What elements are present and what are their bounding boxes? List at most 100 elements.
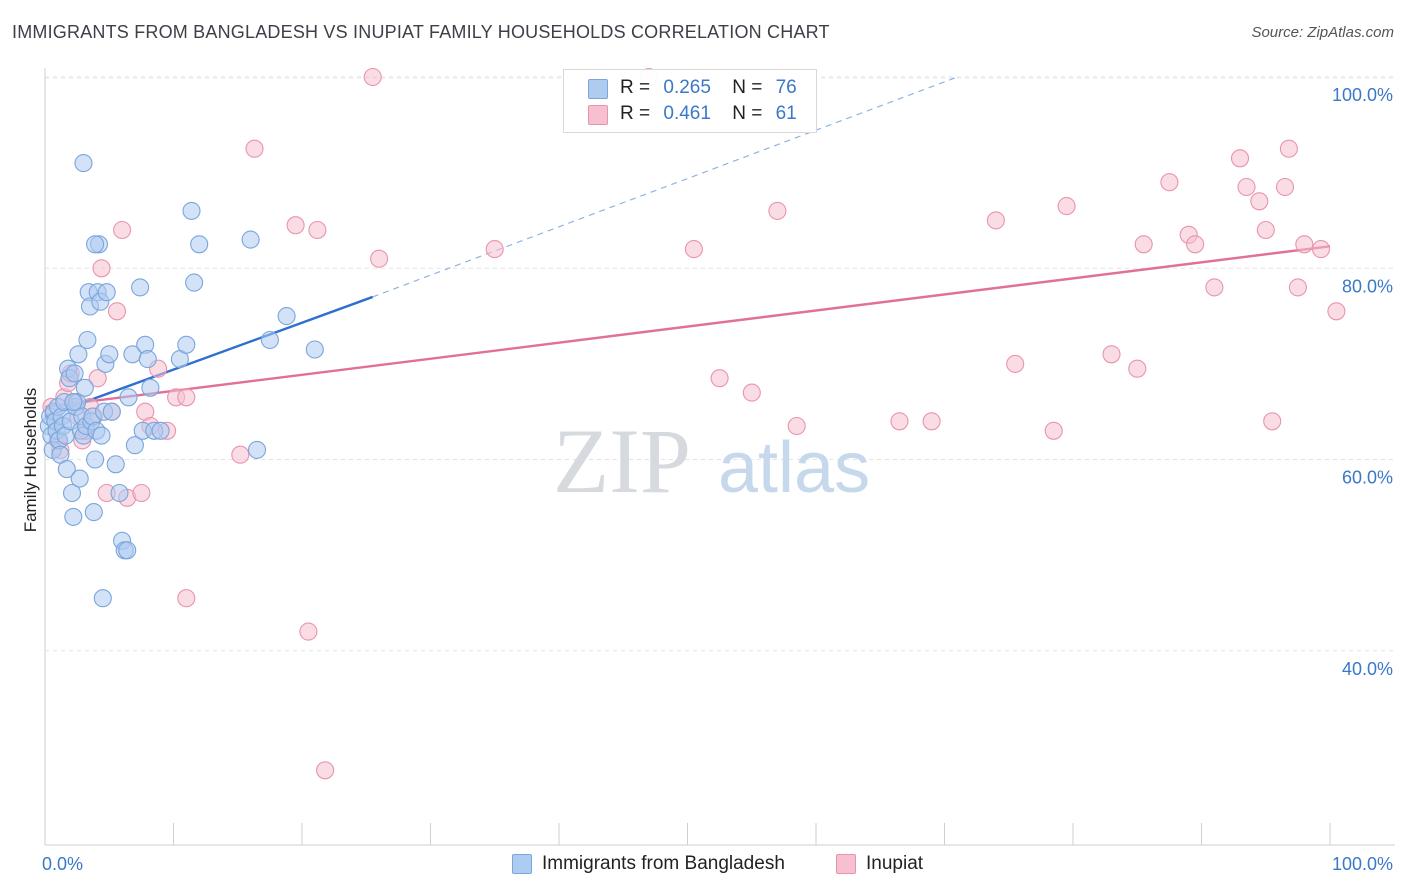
point-inupiat[interactable] [245,139,264,158]
point-inupiat[interactable] [787,416,806,436]
point-bangladesh[interactable] [65,364,84,383]
point-inupiat[interactable] [177,589,196,608]
point-bangladesh[interactable] [277,307,296,326]
x-tick-label: 100.0% [1332,854,1393,874]
point-inupiat[interactable] [107,302,127,321]
y-tick-label: 80.0% [1342,276,1393,296]
point-bangladesh[interactable] [69,345,88,364]
legend-n-label: N = [732,103,763,124]
point-inupiat[interactable] [1006,354,1025,373]
point-inupiat[interactable] [1237,177,1256,197]
point-inupiat[interactable] [1327,302,1346,321]
chart-title: IMMIGRANTS FROM BANGLADESH VS INUPIAT FA… [12,22,830,42]
point-inupiat[interactable] [1275,177,1295,197]
point-bangladesh[interactable] [138,350,157,369]
legend-swatch-blue [512,854,532,874]
watermark-zip: ZIP [553,410,691,512]
point-inupiat[interactable] [299,622,318,641]
point-inupiat[interactable] [485,240,504,259]
point-inupiat[interactable] [890,412,909,431]
point-inupiat[interactable] [363,67,382,87]
legend-swatch-pink [836,854,856,874]
point-inupiat[interactable] [1205,278,1224,297]
point-bangladesh[interactable] [260,330,279,350]
point-inupiat[interactable] [1295,235,1314,254]
point-inupiat[interactable] [1230,149,1250,168]
point-inupiat[interactable] [1044,421,1063,440]
point-inupiat[interactable] [1134,235,1153,254]
point-bangladesh[interactable] [185,273,204,292]
point-inupiat[interactable] [1263,412,1282,431]
point-inupiat[interactable] [88,369,107,388]
point-bangladesh[interactable] [78,330,97,350]
point-inupiat[interactable] [1288,278,1307,297]
y-tick-label: 100.0% [1332,85,1393,105]
point-inupiat[interactable] [1256,220,1275,240]
point-inupiat[interactable] [986,211,1005,230]
point-bangladesh[interactable] [57,460,76,479]
point-bangladesh[interactable] [84,503,103,522]
point-bangladesh[interactable] [86,450,105,469]
point-bangladesh[interactable] [241,230,260,249]
point-bangladesh[interactable] [74,154,93,173]
point-inupiat[interactable] [1128,359,1147,378]
point-bangladesh[interactable] [119,388,138,407]
axis-layer [44,68,1395,846]
point-bangladesh[interactable] [182,201,201,220]
point-inupiat[interactable] [1250,192,1269,211]
point-bangladesh[interactable] [64,393,83,412]
point-bangladesh[interactable] [177,335,196,354]
point-inupiat[interactable] [132,483,151,503]
point-inupiat[interactable] [1311,240,1331,259]
point-bangladesh[interactable] [110,483,129,503]
trendline-bangladesh [44,295,374,418]
point-bangladesh[interactable] [118,541,137,560]
point-bangladesh[interactable] [97,283,116,302]
point-bangladesh[interactable] [106,455,125,474]
x-tick-label: 0.0% [42,854,83,874]
point-bangladesh[interactable] [125,436,144,455]
point-inupiat[interactable] [308,220,327,240]
series-legend: Immigrants from Bangladesh Inupiat [0,850,1406,880]
point-bangladesh[interactable] [102,402,121,421]
point-inupiat[interactable] [1102,345,1121,364]
legend-r-value: 0.461 [663,103,711,124]
legend-swatch-pink [588,105,608,125]
point-inupiat[interactable] [684,240,703,259]
point-bangladesh[interactable] [64,507,83,526]
point-inupiat[interactable] [742,383,761,402]
point-inupiat[interactable] [286,216,305,235]
point-bangladesh[interactable] [131,278,150,297]
point-bangladesh[interactable] [190,235,209,254]
point-inupiat[interactable] [1160,173,1179,192]
point-bangladesh[interactable] [86,235,105,254]
point-inupiat[interactable] [1186,235,1205,254]
point-bangladesh[interactable] [141,378,160,397]
legend-n-value: 61 [775,103,797,124]
point-bangladesh[interactable] [93,589,112,608]
point-inupiat[interactable] [231,445,250,464]
y-tick-label: 40.0% [1342,659,1393,679]
point-bangladesh[interactable] [247,440,267,459]
point-inupiat[interactable] [1279,139,1298,158]
point-inupiat[interactable] [177,388,196,407]
point-inupiat[interactable] [922,412,941,431]
point-bangladesh[interactable] [62,483,82,503]
point-bangladesh[interactable] [70,469,89,488]
point-inupiat[interactable] [92,259,111,278]
y-tick-label: 60.0% [1342,468,1393,488]
point-inupiat[interactable] [370,249,389,268]
point-inupiat[interactable] [1057,197,1076,216]
point-bangladesh[interactable] [305,340,324,359]
point-bangladesh[interactable] [151,421,170,440]
point-bangladesh[interactable] [75,378,94,397]
series-legend-label: Immigrants from Bangladesh [542,853,785,874]
point-inupiat[interactable] [768,201,787,220]
point-bangladesh[interactable] [100,345,119,364]
legend-n-label: N = [732,77,763,98]
point-inupiat[interactable] [316,761,335,780]
point-inupiat[interactable] [710,369,729,388]
point-inupiat[interactable] [113,220,132,240]
grid-layer [45,76,1395,652]
point-bangladesh[interactable] [92,426,111,445]
